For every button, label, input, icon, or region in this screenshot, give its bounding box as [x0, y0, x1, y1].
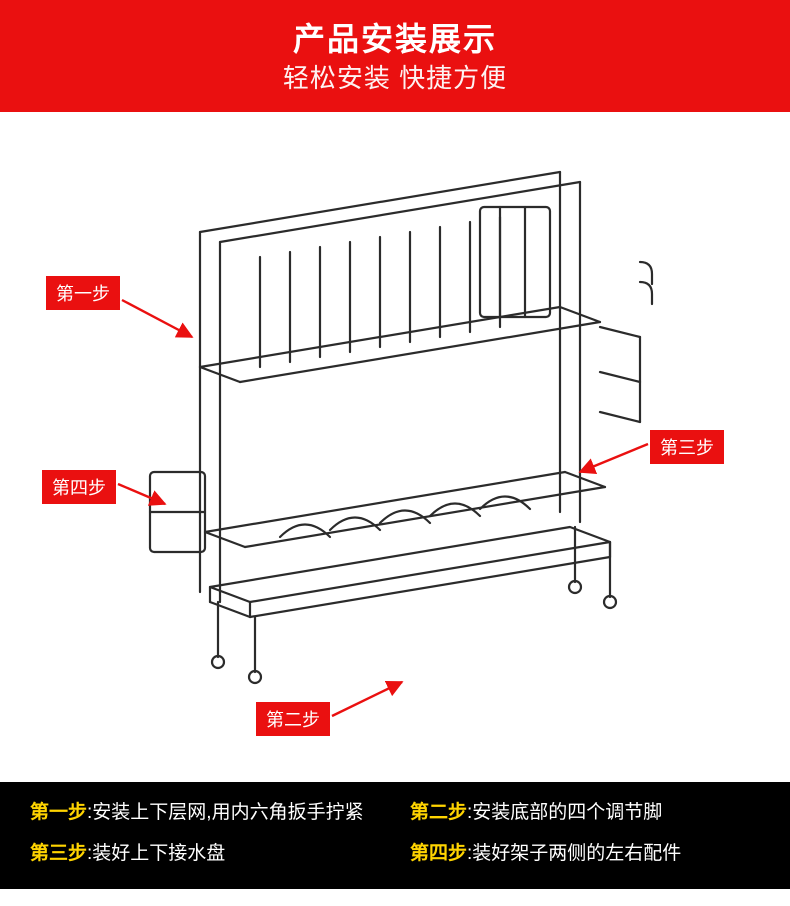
drip-tray: [210, 527, 610, 617]
assembly-diagram: 第一步 第二步 第三步 第四步: [0, 112, 790, 782]
instruction-2-label: 第二步: [410, 802, 467, 823]
step-tag-2: 第二步: [256, 702, 330, 736]
instruction-3: 第三步:装好上下接水盘: [30, 841, 380, 868]
step-tag-3: 第三步: [650, 430, 724, 464]
step-tag-1: 第一步: [46, 276, 120, 310]
instruction-1-label: 第一步: [30, 802, 87, 823]
rack-outline: [150, 172, 652, 683]
instruction-2-text: :安装底部的四个调节脚: [467, 802, 662, 823]
header-subtitle: 轻松安装 快捷方便: [0, 61, 790, 96]
instruction-4: 第四步:装好架子两侧的左右配件: [410, 841, 760, 868]
instruction-2: 第二步:安装底部的四个调节脚: [410, 800, 760, 827]
instruction-4-text: :装好架子两侧的左右配件: [467, 843, 681, 864]
utensil-holder: [480, 207, 550, 317]
step-tag-4: 第四步: [42, 470, 116, 504]
bowl-loops: [280, 497, 530, 538]
instruction-3-label: 第三步: [30, 843, 87, 864]
instruction-3-text: :装好上下接水盘: [87, 843, 225, 864]
header-banner: 产品安装展示 轻松安装 快捷方便: [0, 0, 790, 112]
board-holder: [150, 472, 205, 552]
instruction-1-text: :安装上下层网,用内六角扳手拧紧: [87, 802, 364, 823]
instruction-1: 第一步:安装上下层网,用内六角扳手拧紧: [30, 800, 380, 827]
step-arrows: [118, 300, 648, 716]
header-title: 产品安装展示: [0, 18, 790, 61]
instruction-4-label: 第四步: [410, 843, 467, 864]
side-basket: [600, 262, 652, 422]
instructions-footer: 第一步:安装上下层网,用内六角扳手拧紧 第二步:安装底部的四个调节脚 第三步:装…: [0, 782, 790, 889]
